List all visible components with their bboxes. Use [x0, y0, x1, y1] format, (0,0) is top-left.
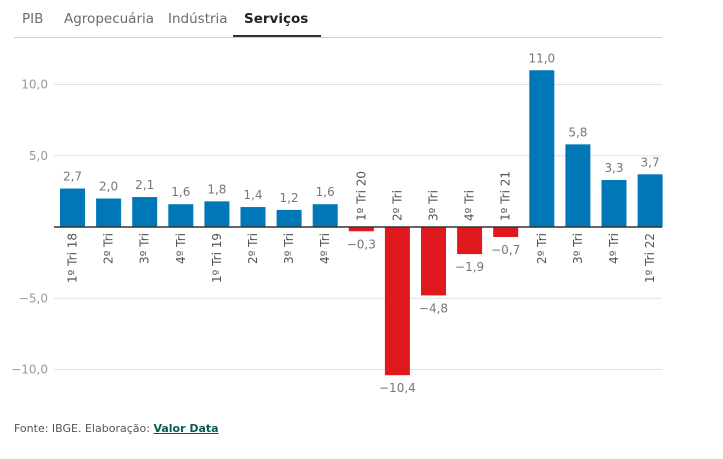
value-label: −0,3 — [347, 237, 376, 251]
bar — [493, 227, 519, 237]
bar — [96, 198, 122, 227]
category-label: 3º Tri — [138, 233, 152, 264]
bar — [276, 209, 302, 227]
value-label: 2,0 — [99, 180, 118, 194]
category-label: 2º Tri — [390, 190, 404, 221]
bar — [637, 174, 663, 227]
bar — [168, 204, 194, 227]
value-label: 1,6 — [316, 185, 335, 199]
y-tick-label: −5,0 — [19, 291, 48, 305]
tab-pib[interactable]: PIB — [22, 11, 44, 27]
value-label: 5,8 — [568, 125, 587, 139]
bar — [240, 207, 266, 227]
bar — [421, 227, 446, 296]
tab-bar: PIB Agropecuária Indústria Serviços — [14, 0, 662, 38]
bar — [529, 70, 555, 227]
y-tick-label: 10,0 — [21, 78, 48, 92]
active-tab-indicator — [233, 35, 321, 37]
bar — [132, 197, 158, 227]
source-note: Fonte: IBGE. Elaboração: Valor Data — [14, 422, 219, 435]
value-label: 1,8 — [207, 182, 226, 196]
y-tick-label: 5,0 — [29, 149, 48, 163]
value-label: 1,2 — [280, 191, 299, 205]
bar-chart: 10,0 5,0 −5,0 −10,0 2,7 2,0 2,1 1,6 1,8 1,4 1,2 1,… — [11, 51, 663, 395]
value-label: −0,7 — [491, 243, 520, 257]
tab-agropecuaria[interactable]: Agropecuária — [64, 11, 155, 27]
value-label: 2,1 — [135, 178, 154, 192]
bar — [348, 227, 374, 232]
category-label: 4º Tri — [607, 233, 621, 264]
category-label: 2º Tri — [102, 233, 116, 264]
tab-servicos[interactable]: Serviços — [244, 11, 309, 27]
category-label: 4º Tri — [318, 233, 332, 264]
category-label: 4º Tri — [463, 190, 477, 221]
value-label: 1,6 — [171, 185, 190, 199]
bar — [384, 227, 410, 376]
value-label: 2,7 — [63, 170, 82, 184]
value-labels: 2,7 2,0 2,1 1,6 1,8 1,4 1,2 1,6 −0,3 −10,4 −4,8 −1,… — [63, 51, 660, 395]
value-label: 3,7 — [641, 155, 660, 169]
category-label: 1º Tri 22 — [643, 233, 657, 283]
bar — [60, 188, 85, 227]
source-text: Fonte: IBGE. Elaboração: — [14, 422, 154, 435]
category-label: 4º Tri — [174, 233, 188, 264]
category-label: 1º Tri 21 — [499, 171, 513, 221]
value-label: −10,4 — [379, 381, 416, 395]
value-label: 11,0 — [528, 51, 555, 65]
bar — [204, 201, 230, 227]
category-label: 1º Tri 19 — [210, 233, 224, 283]
category-label: 3º Tri — [427, 190, 441, 221]
category-labels: 1º Tri 18 2º Tri 3º Tri 4º Tri 1º Tri 19 2º T… — [66, 171, 658, 283]
bars — [60, 70, 663, 376]
category-label: 2º Tri — [535, 233, 549, 264]
category-label: 1º Tri 20 — [354, 171, 368, 221]
value-label: 3,3 — [604, 161, 623, 175]
bar — [457, 227, 483, 255]
y-tick-label: −10,0 — [11, 363, 48, 377]
category-label: 2º Tri — [246, 233, 260, 264]
category-label: 3º Tri — [282, 233, 296, 264]
bar — [565, 144, 591, 227]
y-axis-ticks: 10,0 5,0 −5,0 −10,0 — [11, 78, 48, 377]
bar — [312, 204, 338, 227]
tab-industria[interactable]: Indústria — [168, 11, 228, 27]
gridlines — [54, 84, 662, 370]
value-label: −4,8 — [419, 301, 448, 315]
value-label: 1,4 — [243, 188, 262, 202]
bar — [601, 179, 627, 227]
value-label: −1,9 — [455, 260, 484, 274]
category-label: 3º Tri — [571, 233, 585, 264]
valor-data-link[interactable]: Valor Data — [153, 422, 219, 435]
category-label: 1º Tri 18 — [66, 233, 80, 283]
